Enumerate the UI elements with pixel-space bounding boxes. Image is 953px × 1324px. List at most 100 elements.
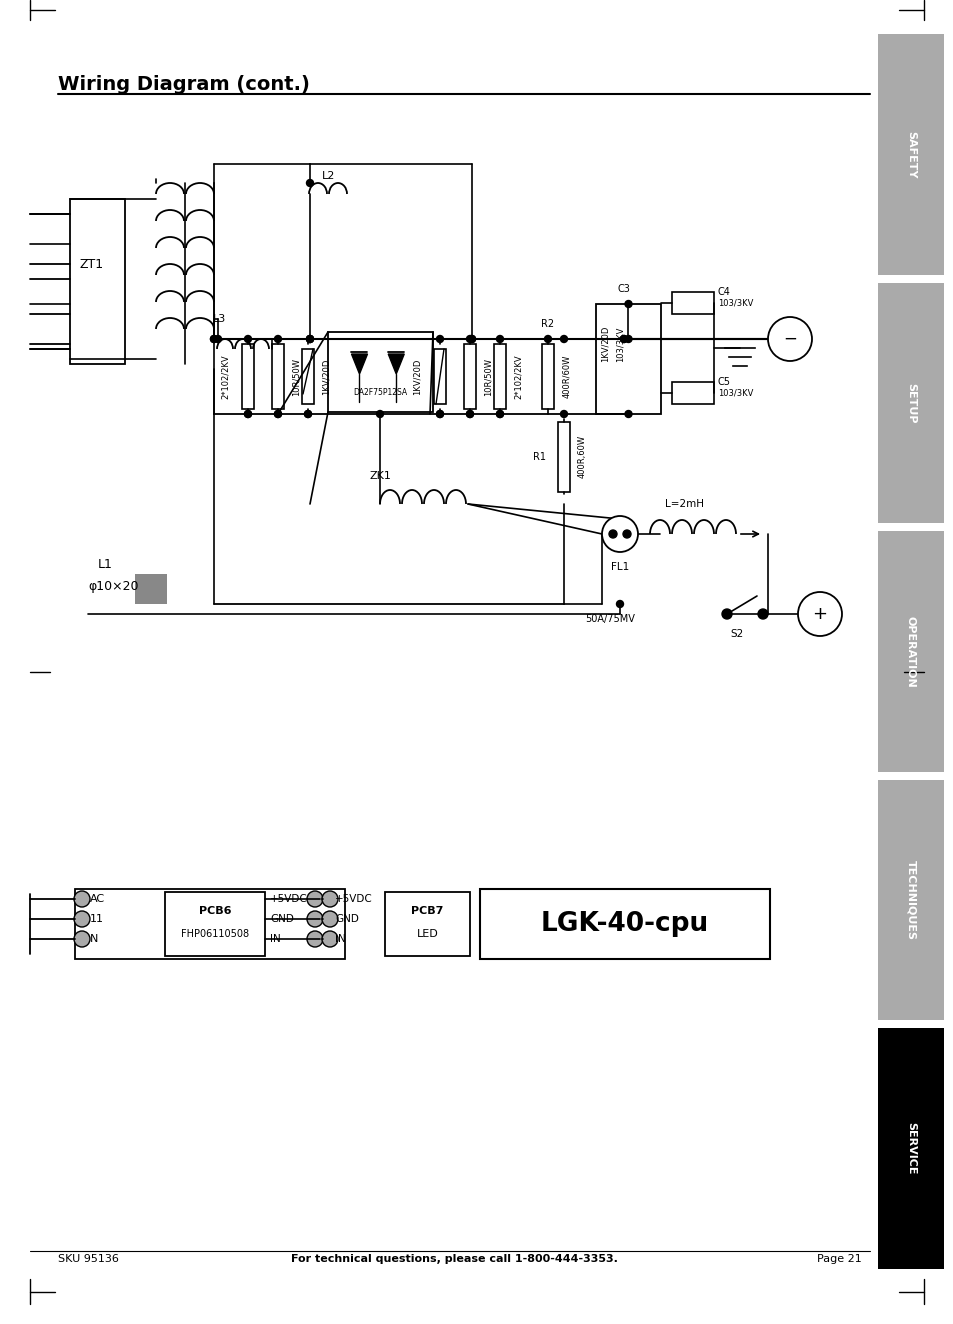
Text: LED: LED [416,928,438,939]
Circle shape [466,410,473,417]
Circle shape [274,410,281,417]
Text: PCB7: PCB7 [411,906,443,916]
Circle shape [244,410,252,417]
Bar [877,531,943,772]
Text: AC: AC [90,894,105,904]
Circle shape [496,410,503,417]
Circle shape [560,410,567,417]
Circle shape [211,335,217,343]
Text: SKU 95136: SKU 95136 [58,1254,119,1264]
Circle shape [306,335,314,343]
Bar [70,199,125,364]
Bar [434,350,446,404]
Bar [671,383,713,404]
Text: N: N [90,933,98,944]
Text: 400R/60W: 400R/60W [561,355,571,399]
Text: L3: L3 [213,314,226,324]
Text: C4: C4 [718,287,730,297]
Text: IN: IN [335,933,345,944]
Text: L1: L1 [98,557,112,571]
Text: SAFETY: SAFETY [905,131,915,177]
Text: C5: C5 [718,377,730,387]
Circle shape [601,516,638,552]
Bar [242,344,253,409]
Text: GND: GND [335,914,358,924]
Polygon shape [388,354,404,373]
Circle shape [616,601,623,608]
Circle shape [436,335,443,343]
Circle shape [496,335,503,343]
Text: φ10×20: φ10×20 [88,580,138,593]
Bar [165,892,265,956]
Circle shape [306,335,314,343]
Circle shape [306,335,314,343]
Text: FL1: FL1 [610,561,628,572]
Text: DA2F75P12SA: DA2F75P12SA [353,388,407,396]
Circle shape [560,335,567,343]
Circle shape [376,410,383,417]
Circle shape [322,891,337,907]
Text: 103/3KV: 103/3KV [718,298,753,307]
Circle shape [624,335,631,343]
Text: C3: C3 [617,285,629,294]
Bar [877,1029,943,1268]
Bar [385,892,470,956]
Bar [302,350,314,404]
Bar [877,282,943,523]
Text: 50A/75MV: 50A/75MV [584,614,635,624]
Text: 1KV/20D: 1KV/20D [600,326,609,363]
Circle shape [274,410,281,417]
Circle shape [622,530,630,538]
Bar [75,888,345,959]
Circle shape [304,410,312,417]
Text: R1: R1 [533,451,545,462]
Circle shape [797,592,841,636]
Circle shape [74,911,90,927]
Circle shape [211,335,217,343]
Circle shape [436,410,443,417]
Circle shape [721,609,731,620]
Text: 11: 11 [90,914,104,924]
Text: 1: 1 [610,526,615,531]
Text: +5VDC: +5VDC [270,894,308,904]
Text: L=2mH: L=2mH [664,499,703,508]
Circle shape [619,335,627,343]
Circle shape [468,335,475,343]
Text: GND: GND [270,914,294,924]
Text: PCB6: PCB6 [198,906,231,916]
Bar [541,344,554,409]
Circle shape [307,891,323,907]
Text: 10R/50W: 10R/50W [292,357,301,396]
Circle shape [306,180,314,187]
Text: 103/3KV: 103/3KV [616,326,624,361]
Text: 400R,60W: 400R,60W [578,436,586,478]
Bar [558,421,569,491]
Circle shape [244,410,252,417]
Circle shape [74,931,90,947]
Circle shape [624,301,631,307]
Bar [877,34,943,274]
Bar [135,575,167,604]
Text: 10R/50W: 10R/50W [483,357,493,396]
Text: For technical questions, please call 1-800-444-3353.: For technical questions, please call 1-8… [291,1254,617,1264]
Circle shape [307,911,323,927]
Circle shape [74,891,90,907]
Circle shape [436,410,443,417]
Circle shape [608,530,617,538]
Text: +: + [812,605,826,624]
Circle shape [466,335,473,343]
Text: Wiring Diagram (cont.): Wiring Diagram (cont.) [58,75,310,94]
Text: −: − [782,330,796,348]
Text: 1KV/20D: 1KV/20D [322,359,331,395]
Polygon shape [351,354,367,373]
Bar [479,888,769,959]
Circle shape [767,316,811,361]
Circle shape [468,335,475,343]
Text: S2: S2 [729,629,742,639]
Text: 2*102/2KV: 2*102/2KV [514,355,522,399]
Text: L2: L2 [322,171,335,181]
Bar [494,344,505,409]
Text: LGK-40-cpu: LGK-40-cpu [540,911,708,937]
Bar [272,344,284,409]
Text: IN: IN [270,933,280,944]
